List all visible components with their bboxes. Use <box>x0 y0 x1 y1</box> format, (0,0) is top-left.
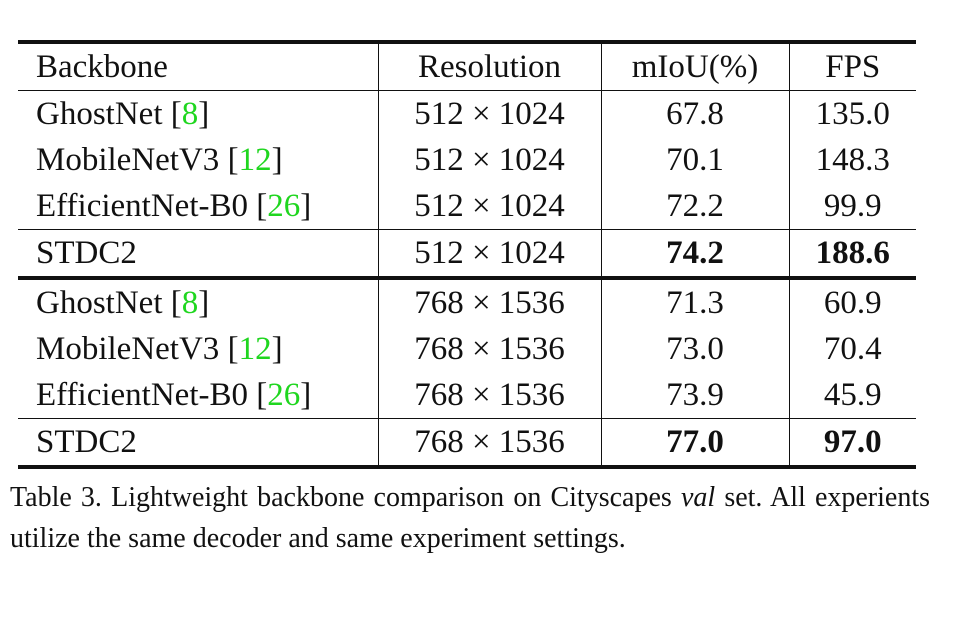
cell-fps-best: 188.6 <box>788 229 916 278</box>
table-row: EfficientNet-B0 [26] 768 × 1536 73.9 45.… <box>18 372 916 419</box>
header-backbone: Backbone <box>18 40 378 91</box>
cell-fps: 45.9 <box>788 372 916 419</box>
citation-link[interactable]: 8 <box>181 284 199 321</box>
cell-fps: 135.0 <box>788 90 916 137</box>
results-table-container: Backbone Resolution mIoU(%) FPS GhostNet… <box>18 40 916 469</box>
table-header-row: Backbone Resolution mIoU(%) FPS <box>18 40 916 91</box>
cell-backbone: MobileNetV3 [12] <box>36 330 283 367</box>
cell-backbone: STDC2 <box>18 229 378 278</box>
header-miou: mIoU(%) <box>600 40 789 91</box>
caption-text-rest: set. All experients utilize the same dec… <box>10 482 931 554</box>
table-row-ours: STDC2 512 × 1024 74.2 188.6 <box>18 229 916 278</box>
table-row-ours: STDC2 768 × 1536 77.0 97.0 <box>18 418 916 469</box>
citation-link[interactable]: 8 <box>181 95 199 132</box>
cell-fps: 60.9 <box>788 276 916 326</box>
cell-miou-best: 77.0 <box>600 418 789 469</box>
cell-fps: 148.3 <box>788 137 916 183</box>
cell-miou: 73.0 <box>600 326 789 372</box>
cell-miou: 73.9 <box>600 372 789 419</box>
caption-label: Table 3. <box>10 482 102 513</box>
cell-miou-best: 74.2 <box>600 229 789 278</box>
cell-backbone: GhostNet [8] <box>18 276 378 326</box>
table-row: GhostNet [8] 512 × 1024 67.8 135.0 <box>18 90 916 137</box>
caption-text: Lightweight backbone comparison on Citys… <box>111 482 672 513</box>
cell-resolution: 768 × 1536 <box>377 326 601 372</box>
cell-miou: 70.1 <box>600 137 789 183</box>
cell-resolution: 512 × 1024 <box>377 183 601 230</box>
cell-fps: 70.4 <box>788 326 916 372</box>
cell-miou: 72.2 <box>600 183 789 230</box>
cell-backbone: EfficientNet-B0 [26] <box>36 376 312 413</box>
cell-resolution: 512 × 1024 <box>377 229 601 278</box>
cell-resolution: 768 × 1536 <box>377 276 601 326</box>
table-row: MobileNetV3 [12] 512 × 1024 70.1 148.3 <box>18 137 916 183</box>
citation-link[interactable]: 12 <box>238 141 272 178</box>
header-resolution: Resolution <box>377 40 601 91</box>
citation-link[interactable]: 26 <box>267 187 301 224</box>
cell-miou: 67.8 <box>600 90 789 137</box>
table-row: MobileNetV3 [12] 768 × 1536 73.0 70.4 <box>18 326 916 372</box>
cell-resolution: 512 × 1024 <box>377 137 601 183</box>
cell-fps-best: 97.0 <box>788 418 916 469</box>
citation-link[interactable]: 26 <box>267 376 301 413</box>
cell-resolution: 512 × 1024 <box>377 90 601 137</box>
caption-italic: val <box>680 482 716 513</box>
cell-backbone: EfficientNet-B0 [26] <box>36 187 312 224</box>
cell-backbone: STDC2 <box>18 418 378 469</box>
cell-resolution: 768 × 1536 <box>377 372 601 419</box>
header-fps: FPS <box>788 40 916 91</box>
table-row: EfficientNet-B0 [26] 512 × 1024 72.2 99.… <box>18 183 916 230</box>
cell-backbone: MobileNetV3 [12] <box>36 141 283 178</box>
table-caption: Table 3. Lightweight backbone comparison… <box>10 477 930 559</box>
cell-miou: 71.3 <box>600 276 789 326</box>
cell-resolution: 768 × 1536 <box>377 418 601 469</box>
citation-link[interactable]: 12 <box>238 330 272 367</box>
backbone-comparison-table: Backbone Resolution mIoU(%) FPS GhostNet… <box>18 40 916 469</box>
cell-fps: 99.9 <box>788 183 916 230</box>
cell-backbone: GhostNet [8] <box>36 95 210 132</box>
table-row: GhostNet [8] 768 × 1536 71.3 60.9 <box>18 276 916 326</box>
